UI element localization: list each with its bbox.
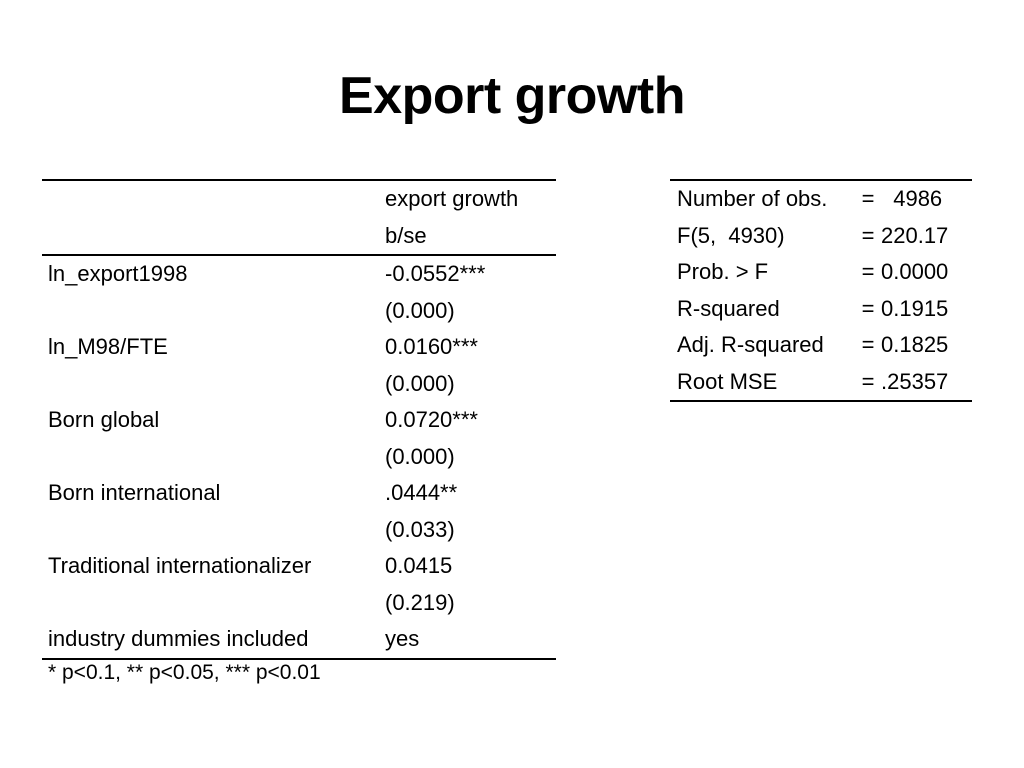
variable-label: Traditional internationalizer	[48, 553, 312, 579]
coefficient-value: 0.0160***	[385, 334, 478, 360]
coefficient-value: 0.0720***	[385, 407, 478, 433]
standard-error-value: (0.219)	[385, 589, 455, 615]
dummies-row: industry dummies included yes	[42, 621, 556, 660]
column-title: export growth	[378, 179, 556, 218]
dummies-value: yes	[378, 621, 556, 660]
table-row: (0.000)	[42, 293, 556, 330]
stat-value: 0.0000	[881, 259, 949, 285]
stat-equals: =	[861, 295, 875, 321]
dummies-label: industry dummies included	[42, 621, 378, 660]
table-row: (0.000)	[42, 366, 556, 403]
standard-error-value: (0.000)	[385, 370, 455, 396]
stat-name: Adj. R-squared	[677, 332, 824, 358]
coefficient-value: -0.0552***	[385, 261, 486, 287]
stat-row: Root MSE = .25357	[670, 363, 972, 402]
table-header-row: export growth	[42, 179, 556, 218]
stat-equals: =	[861, 259, 875, 285]
variable-label: Born international	[48, 480, 221, 506]
stat-equals: =	[855, 179, 881, 218]
header-label-empty	[42, 179, 378, 218]
stat-row: Adj. R-squared = 0.1825	[670, 327, 972, 364]
column-subtitle: b/se	[378, 217, 556, 256]
stat-equals: =	[861, 332, 875, 358]
table-row: (0.000)	[42, 439, 556, 476]
stat-row: Prob. > F = 0.0000	[670, 254, 972, 291]
model-stats-table: Number of obs. = 4986 F(5, 4930) = 220.1…	[670, 179, 972, 402]
table-row: (0.033)	[42, 512, 556, 549]
table-row: Traditional internationalizer 0.0415	[42, 548, 556, 585]
stat-name: Number of obs.	[670, 179, 855, 218]
coefficient-value: 0.0415	[385, 553, 453, 579]
table-row: Born international .0444**	[42, 475, 556, 512]
stat-value: 0.1825	[881, 332, 949, 358]
stat-name: R-squared	[677, 295, 780, 321]
variable-label: ln_M98/FTE	[48, 334, 168, 360]
standard-error-value: (0.033)	[385, 516, 455, 542]
regression-table: export growth b/se ln_export1998 -0.0552…	[42, 179, 556, 660]
stat-row: F(5, 4930) = 220.17	[670, 218, 972, 255]
header-label-empty	[42, 217, 378, 256]
standard-error-value: (0.000)	[385, 297, 455, 323]
stat-name: Prob. > F	[677, 259, 769, 285]
stat-name: Root MSE	[670, 363, 855, 402]
significance-footnote: * p<0.1, ** p<0.05, *** p<0.01	[48, 661, 321, 684]
table-row: Born global 0.0720***	[42, 402, 556, 439]
stat-equals: =	[861, 222, 875, 248]
standard-error-value: (0.000)	[385, 443, 455, 469]
table-row: ln_export1998 -0.0552***	[42, 255, 556, 293]
stat-row: Number of obs. = 4986	[670, 179, 972, 218]
coefficient-value: .0444**	[385, 480, 458, 506]
stat-value: 0.1915	[881, 295, 949, 321]
stat-value: 4986	[881, 179, 972, 218]
table-row: ln_M98/FTE 0.0160***	[42, 329, 556, 366]
slide-title: Export growth	[339, 67, 685, 125]
variable-label: ln_export1998	[48, 261, 188, 287]
table-header-row: b/se	[42, 217, 556, 256]
stat-equals: =	[855, 363, 881, 402]
stat-row: R-squared = 0.1915	[670, 291, 972, 328]
stat-value: 220.17	[881, 222, 949, 248]
table-row: (0.219)	[42, 585, 556, 622]
stat-name: F(5, 4930)	[677, 222, 785, 248]
stat-value: .25357	[881, 363, 972, 402]
variable-label: Born global	[48, 407, 160, 433]
